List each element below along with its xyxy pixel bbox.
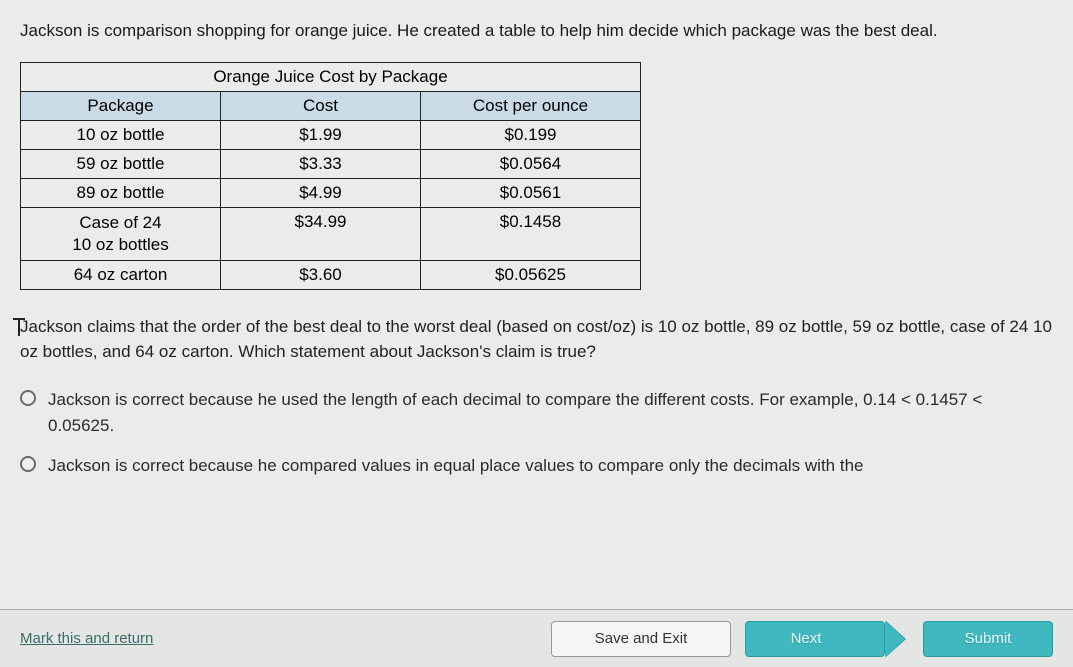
cell-cpo: $0.199 — [421, 120, 641, 149]
next-button[interactable]: Next — [745, 621, 885, 657]
question-panel: Jackson is comparison shopping for orang… — [0, 0, 1073, 667]
radio-icon[interactable] — [20, 390, 36, 406]
options-group: Jackson is correct because he used the l… — [20, 387, 1053, 480]
cell-package: 64 oz carton — [21, 260, 221, 289]
table-row: 64 oz carton $3.60 $0.05625 — [21, 260, 641, 289]
cell-cost: $1.99 — [221, 120, 421, 149]
cell-cost: $34.99 — [221, 207, 421, 260]
save-exit-button[interactable]: Save and Exit — [551, 621, 731, 657]
cell-package: 89 oz bottle — [21, 178, 221, 207]
mark-return-link[interactable]: Mark this and return — [20, 630, 153, 647]
option-a[interactable]: Jackson is correct because he used the l… — [20, 387, 1053, 440]
radio-icon[interactable] — [20, 456, 36, 472]
cell-cpo: $0.1458 — [421, 207, 641, 260]
option-text: Jackson is correct because he used the l… — [48, 387, 1053, 440]
table-col-cost: Cost — [221, 91, 421, 120]
cell-cpo: $0.05625 — [421, 260, 641, 289]
table-row: 59 oz bottle $3.33 $0.0564 — [21, 149, 641, 178]
option-text: Jackson is correct because he compared v… — [48, 453, 1053, 479]
cell-cost: $3.33 — [221, 149, 421, 178]
table-row: 89 oz bottle $4.99 $0.0561 — [21, 178, 641, 207]
table-col-cpo: Cost per ounce — [421, 91, 641, 120]
cell-package: Case of 2410 oz bottles — [21, 207, 221, 260]
cell-cpo: $0.0564 — [421, 149, 641, 178]
cell-cpo: $0.0561 — [421, 178, 641, 207]
table-row: 10 oz bottle $1.99 $0.199 — [21, 120, 641, 149]
cell-cost: $4.99 — [221, 178, 421, 207]
footer-bar: Mark this and return Save and Exit Next … — [0, 609, 1073, 667]
table-col-package: Package — [21, 91, 221, 120]
question-intro: Jackson is comparison shopping for orang… — [20, 18, 1053, 44]
option-b[interactable]: Jackson is correct because he compared v… — [20, 453, 1053, 479]
submit-button[interactable]: Submit — [923, 621, 1053, 657]
followup-question: Jackson claims that the order of the bes… — [20, 314, 1053, 365]
cost-table: Orange Juice Cost by Package Package Cos… — [20, 62, 641, 290]
cell-package: 59 oz bottle — [21, 149, 221, 178]
cell-package: 10 oz bottle — [21, 120, 221, 149]
table-row: Case of 2410 oz bottles $34.99 $0.1458 — [21, 207, 641, 260]
cell-cost: $3.60 — [221, 260, 421, 289]
table-title: Orange Juice Cost by Package — [21, 62, 641, 91]
